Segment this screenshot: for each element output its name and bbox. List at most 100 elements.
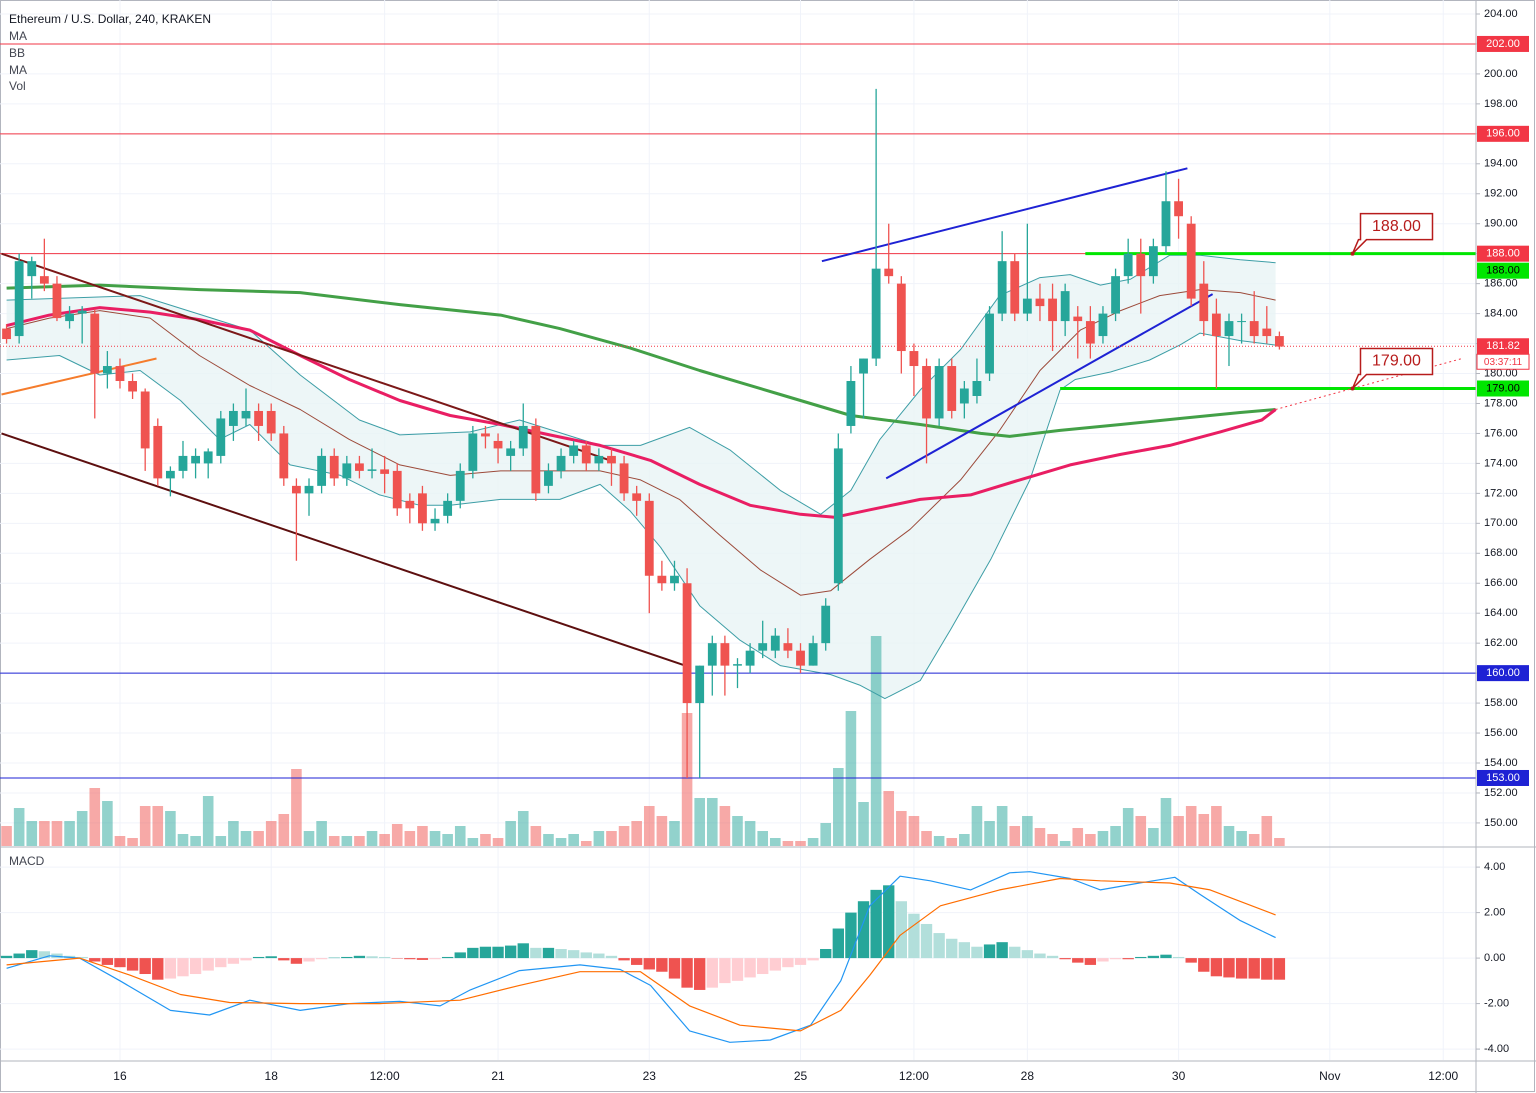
y-tick-label: 192.00 bbox=[1484, 188, 1518, 200]
macd-histogram-bar bbox=[252, 956, 265, 959]
candle-body bbox=[884, 268, 894, 277]
candle-body bbox=[1274, 336, 1284, 347]
macd-histogram-bar bbox=[1248, 958, 1260, 979]
macd-histogram-bar bbox=[971, 946, 983, 959]
macd-histogram-bar bbox=[946, 938, 958, 959]
volume-bar bbox=[1248, 834, 1260, 846]
volume-bar bbox=[757, 831, 768, 846]
candle-body bbox=[455, 470, 465, 501]
callout-label: 179.00 bbox=[1372, 353, 1421, 370]
candle-body bbox=[1136, 253, 1146, 277]
x-tick-label: 16 bbox=[113, 1069, 127, 1083]
macd-histogram-bar bbox=[958, 942, 971, 959]
candle-body bbox=[607, 455, 616, 464]
legend-entry: MA bbox=[9, 63, 27, 77]
moving-average bbox=[6, 306, 1277, 519]
volume-bar bbox=[795, 841, 806, 846]
x-tick-label: 18 bbox=[265, 1069, 279, 1083]
volume-bar bbox=[530, 826, 542, 846]
volume-bar bbox=[543, 834, 554, 846]
volume-bar bbox=[1236, 831, 1247, 846]
macd-histogram-bar bbox=[1097, 958, 1109, 962]
x-tick-label: Nov bbox=[1319, 1069, 1340, 1083]
candle-body bbox=[556, 455, 566, 471]
volume-bar bbox=[76, 811, 88, 846]
candle-body bbox=[65, 313, 74, 322]
volume-bar bbox=[606, 831, 617, 846]
macd-histogram-bar bbox=[1185, 958, 1197, 963]
volume-bar bbox=[1085, 834, 1096, 846]
volume-bar bbox=[896, 811, 907, 846]
candle-body bbox=[796, 650, 805, 666]
candle-body bbox=[405, 500, 415, 509]
candle-body bbox=[52, 283, 62, 319]
y-tick-label: 154.00 bbox=[1484, 757, 1518, 769]
candle-body bbox=[1048, 298, 1057, 322]
macd-histogram-bar bbox=[265, 956, 277, 959]
level-badge: 196.00 bbox=[1486, 128, 1520, 140]
candle-body bbox=[367, 469, 377, 471]
level-badge: 153.00 bbox=[1486, 772, 1520, 784]
price-badge-bg bbox=[1477, 338, 1529, 355]
candle-body bbox=[770, 635, 780, 651]
volume-bar bbox=[568, 834, 579, 846]
macd-histogram-bar bbox=[1147, 955, 1160, 959]
volume-bar bbox=[631, 821, 642, 846]
candle-body bbox=[2, 328, 11, 340]
volume-bar bbox=[1034, 828, 1046, 846]
level-badge-bg bbox=[1477, 769, 1529, 786]
macd-histogram-bar bbox=[0, 955, 13, 959]
y-tick-label: 178.00 bbox=[1484, 397, 1518, 409]
candle-body bbox=[430, 518, 440, 524]
candle-body bbox=[279, 433, 289, 479]
volume-bar bbox=[807, 838, 819, 846]
candle-body bbox=[241, 410, 251, 419]
level-badge-bg bbox=[1477, 245, 1529, 262]
callout-anchor bbox=[1350, 386, 1355, 391]
volume-bar bbox=[165, 811, 176, 846]
macd-histogram-bar bbox=[832, 928, 844, 959]
candle-body bbox=[1073, 316, 1083, 322]
candle-body bbox=[1199, 283, 1209, 322]
level-badge: 160.00 bbox=[1486, 667, 1520, 679]
x-tick-label: 12:00 bbox=[1428, 1069, 1458, 1083]
y-tick-label: 158.00 bbox=[1484, 697, 1518, 709]
volume-bar bbox=[996, 806, 1008, 846]
volume-bar bbox=[215, 836, 227, 846]
macd-histogram-bar bbox=[1223, 958, 1235, 978]
x-tick-label: 25 bbox=[794, 1069, 808, 1083]
volume-bar bbox=[618, 826, 630, 846]
macd-histogram-bar bbox=[366, 956, 378, 959]
volume-bar bbox=[228, 821, 239, 846]
x-tick-label: 28 bbox=[1021, 1069, 1035, 1083]
volume-bar bbox=[1009, 826, 1021, 846]
callout-label: 188.00 bbox=[1372, 218, 1421, 235]
candle-body bbox=[985, 313, 994, 374]
volume-bar bbox=[64, 821, 75, 846]
candle-body bbox=[90, 313, 100, 374]
volume-bar bbox=[580, 841, 592, 846]
volume-bar bbox=[152, 806, 164, 846]
macd-histogram-bar bbox=[152, 958, 164, 980]
candle-body bbox=[1111, 276, 1120, 314]
trendline bbox=[1, 252, 611, 462]
macd-histogram-bar bbox=[215, 958, 227, 968]
volume-bar bbox=[1072, 828, 1084, 846]
y-tick-label: 156.00 bbox=[1484, 727, 1518, 739]
plot: 188.00 179.00 bbox=[0, 43, 1476, 1043]
macd-histogram-bar bbox=[1273, 958, 1286, 980]
candle-body bbox=[1249, 321, 1259, 337]
macd-histogram-bar bbox=[643, 958, 655, 970]
candle-body bbox=[959, 388, 969, 404]
y-tick-label: 176.00 bbox=[1484, 427, 1518, 439]
macd-histogram-bar bbox=[542, 947, 555, 959]
y-tick-label: 0.00 bbox=[1484, 952, 1505, 964]
candle-body bbox=[216, 418, 226, 456]
macd-histogram-bar bbox=[76, 956, 88, 959]
volume-bar bbox=[316, 821, 327, 846]
macd-histogram-bar bbox=[126, 958, 139, 971]
y-tick-label: 194.00 bbox=[1484, 158, 1518, 170]
macd-histogram-bar bbox=[1210, 958, 1223, 977]
volume-bar bbox=[492, 838, 504, 846]
volume-bar bbox=[1223, 826, 1235, 846]
